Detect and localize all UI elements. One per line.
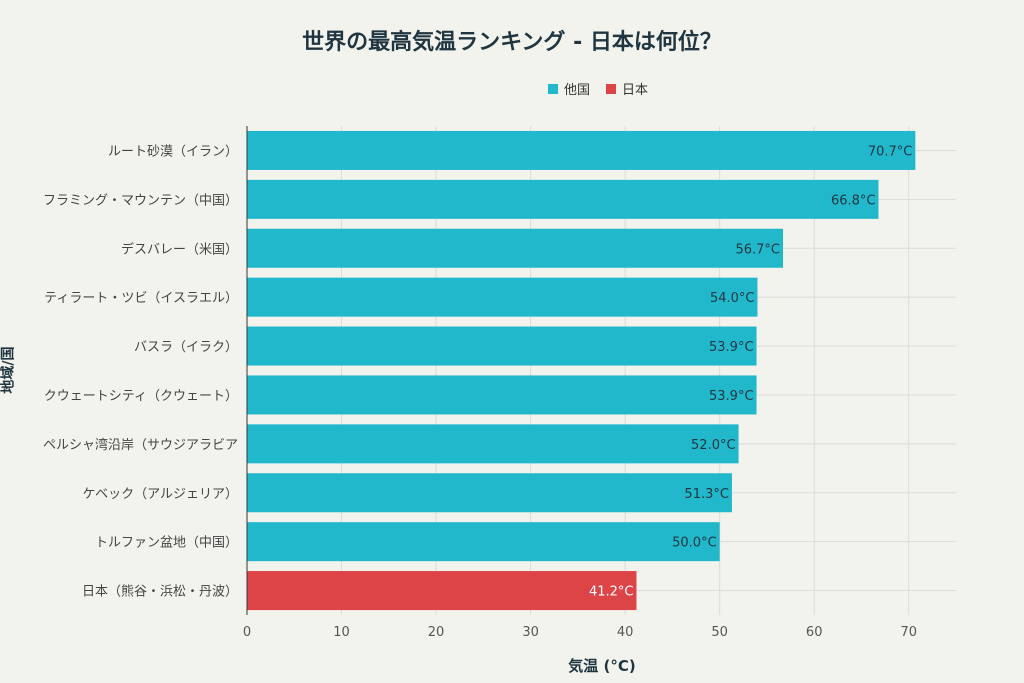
- bar: [247, 326, 757, 366]
- bar-value-label: 66.8°C: [831, 193, 876, 208]
- bar: [247, 277, 758, 317]
- x-axis-label: 気温 (°C): [568, 657, 636, 675]
- bar-value-label: 50.0°C: [672, 536, 717, 551]
- legend-swatch-other: [548, 83, 558, 94]
- legend: 他国 日本: [548, 79, 658, 98]
- x-tick-label: 30: [522, 625, 539, 640]
- legend-label-other: 他国: [564, 83, 591, 98]
- bar-value-label: 51.3°C: [684, 487, 729, 502]
- y-tick-label: ルート砂漠（イラン）: [108, 144, 238, 159]
- y-tick-label: ペルシャ湾沿岸（サウジアラビア: [43, 437, 238, 453]
- bar-value-label: 70.7°C: [868, 144, 913, 159]
- bar-value-label: 54.0°C: [710, 291, 755, 306]
- legend-label-japan: 日本: [622, 83, 649, 98]
- x-tick-label: 0: [243, 625, 251, 640]
- x-tick-label: 10: [333, 625, 350, 640]
- bar: [247, 375, 757, 415]
- y-axis-label: 地域/国: [0, 346, 17, 394]
- y-tick-label: ケベック（アルジェリア）: [83, 487, 238, 502]
- bar: [247, 571, 637, 611]
- bar: [247, 228, 784, 268]
- x-tick-label: 70: [900, 625, 917, 640]
- bar: [247, 473, 732, 513]
- legend-item-other: 他国: [548, 79, 590, 98]
- x-tick-label: 20: [428, 625, 445, 640]
- y-tick-label: ティラート・ツビ（イスラエル）: [44, 291, 238, 306]
- legend-swatch-japan: [606, 83, 617, 94]
- bar: [247, 179, 879, 219]
- bar: [247, 130, 916, 170]
- bar-value-label: 53.9°C: [709, 389, 754, 404]
- y-tick-label: トルファン盆地（中国）: [95, 536, 238, 551]
- bar: [247, 424, 739, 464]
- y-tick-label: バスラ（イラク）: [134, 340, 238, 355]
- bar-value-label: 52.0°C: [691, 438, 736, 453]
- chart-title: 世界の最高気温ランキング - 日本は何位？: [302, 30, 722, 55]
- y-tick-label: クウェートシティ（クウェート）: [44, 389, 238, 404]
- bar-value-label: 53.9°C: [709, 340, 754, 355]
- y-tick-label: フラミング・マウンテン（中国）: [43, 193, 238, 208]
- y-tick-label: デスバレー（米国）: [121, 241, 238, 257]
- x-tick-label: 50: [711, 625, 728, 640]
- x-tick-label: 60: [806, 625, 823, 640]
- legend-item-japan: 日本: [606, 79, 648, 98]
- bar-value-label: 56.7°C: [735, 242, 780, 257]
- bar-value-label: 41.2°C: [589, 585, 634, 600]
- x-tick-label: 40: [617, 625, 634, 640]
- bar: [247, 522, 720, 562]
- y-tick-label: 日本（熊谷・浜松・丹波）: [82, 584, 238, 600]
